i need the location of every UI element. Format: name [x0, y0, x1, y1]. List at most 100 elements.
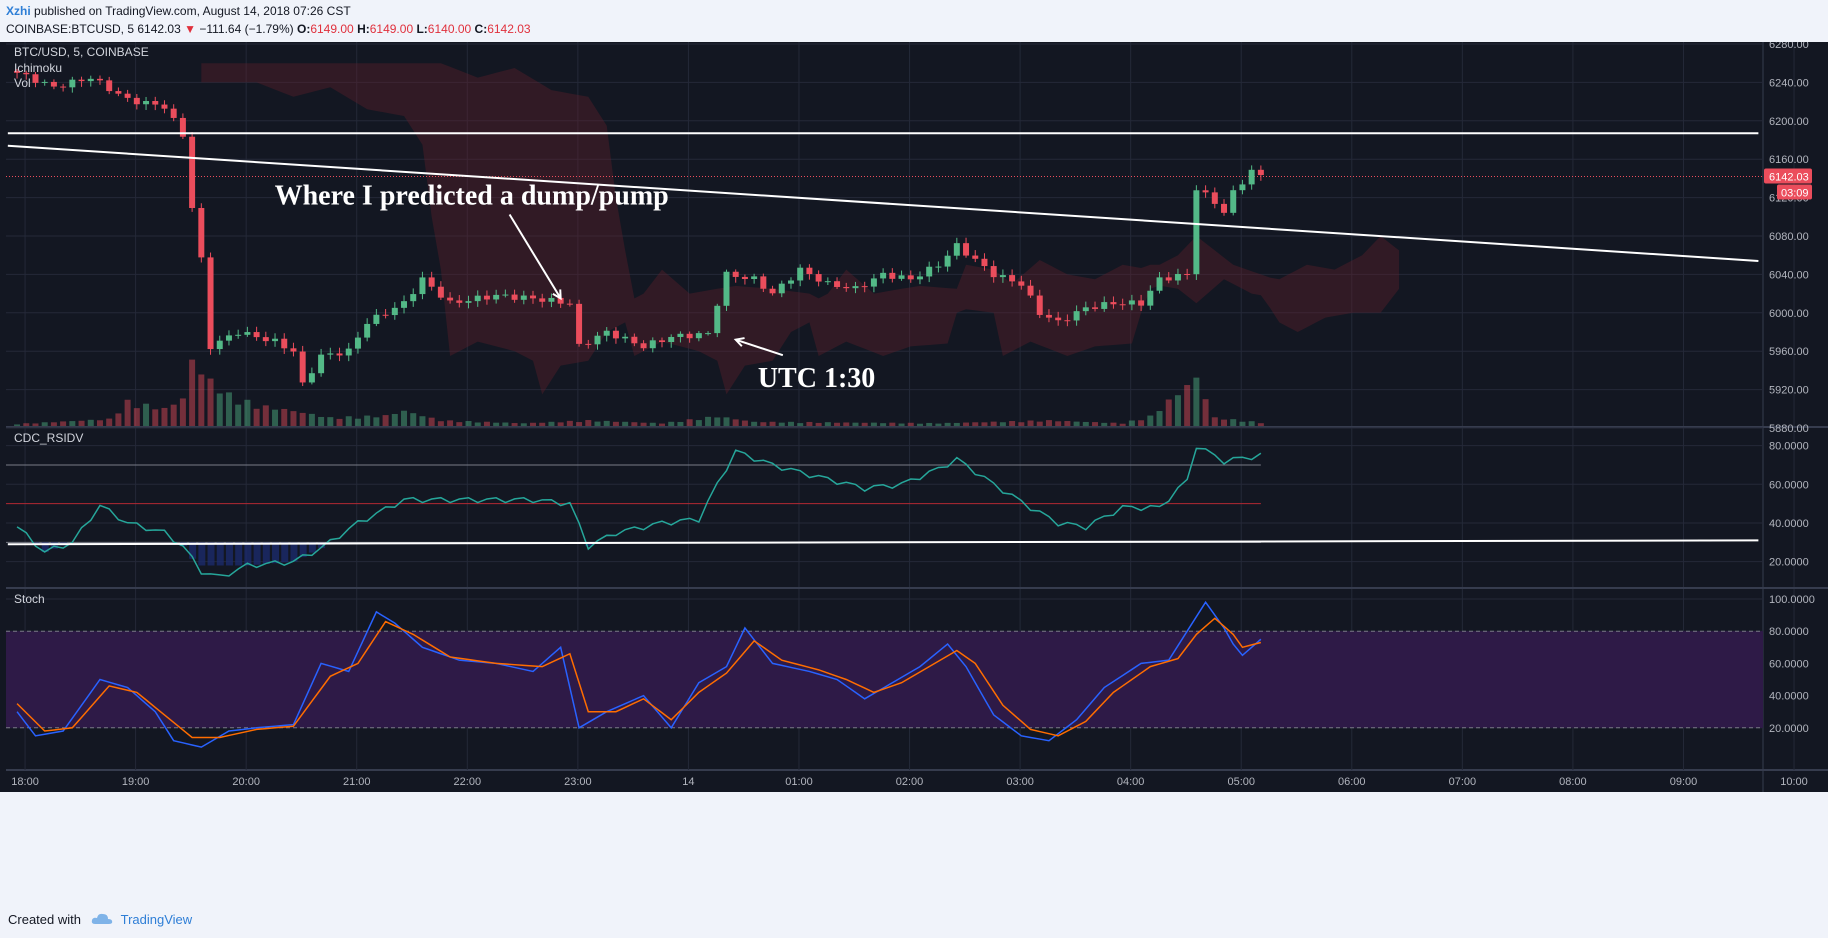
volume-bar — [327, 417, 334, 426]
candle-body — [668, 336, 675, 343]
candle-body — [999, 275, 1006, 278]
volume-bar — [308, 413, 315, 426]
volume-bar — [640, 422, 647, 426]
candle-body — [437, 286, 444, 298]
volume-bar — [907, 422, 914, 426]
volume-bar — [170, 404, 177, 426]
rsi-tick: 40.0000 — [1769, 518, 1809, 530]
volume-bar — [585, 420, 592, 426]
candle-body — [640, 343, 647, 349]
volume-bar — [152, 409, 159, 426]
candle-body — [179, 117, 186, 137]
candle-body — [1101, 302, 1108, 309]
time-tick: 04:00 — [1117, 776, 1145, 788]
volume-bar — [1009, 421, 1016, 426]
volume-bar — [124, 399, 131, 426]
volume-bar — [364, 415, 371, 426]
author-link[interactable]: Xzhi — [6, 4, 31, 18]
volume-bar — [769, 421, 776, 426]
published-text: published on TradingView.com, August 14,… — [34, 4, 351, 18]
volume-bar — [981, 422, 988, 426]
volume-bar — [999, 422, 1006, 426]
stoch-tick: 60.0000 — [1769, 658, 1809, 670]
volume-bar — [520, 423, 527, 426]
volume-bar — [530, 422, 537, 426]
volume-bar — [972, 422, 979, 426]
volume-bar — [133, 408, 140, 426]
volume-bar — [787, 421, 794, 426]
volume-bar — [594, 421, 601, 426]
volume-bar — [483, 421, 490, 426]
volume-bar — [963, 422, 970, 426]
candle-body — [1138, 300, 1145, 306]
volume-bar — [115, 413, 122, 426]
volume-bar — [834, 422, 841, 426]
volume-bar — [714, 417, 721, 426]
volume-bar — [299, 412, 306, 426]
volume-bar — [824, 422, 831, 426]
annotation-arrow-2 — [735, 338, 784, 357]
candle-body — [1156, 277, 1163, 291]
volume-bar — [1211, 417, 1218, 426]
annotation-arrow-1 — [508, 213, 562, 299]
candle-body — [889, 272, 896, 279]
volume-bar — [898, 423, 905, 426]
volume-bar — [1184, 385, 1191, 426]
symbol-label: COINBASE:BTCUSD, 5 — [6, 22, 135, 36]
candle-body — [299, 351, 306, 383]
volume-bar — [880, 423, 887, 426]
candle-body — [1211, 192, 1218, 204]
candle-body — [677, 333, 684, 337]
candle-body — [23, 72, 30, 75]
candle-body — [769, 288, 776, 294]
candle-body — [990, 266, 997, 278]
volume-bar — [1064, 421, 1071, 426]
rsi-pane — [6, 428, 1763, 587]
price-tick: 5960.00 — [1769, 346, 1809, 358]
candle-body — [96, 78, 103, 81]
time-tick: 01:00 — [785, 776, 813, 788]
time-tick: 08:00 — [1559, 776, 1587, 788]
volume-bar — [410, 413, 417, 426]
candle-body — [1082, 307, 1089, 312]
volume-bar — [659, 423, 665, 426]
candle-body — [1193, 190, 1200, 275]
volume-bar — [502, 422, 509, 426]
tradingview-link[interactable]: TradingView — [120, 912, 193, 927]
candle-body — [345, 348, 352, 356]
stoch-pane-title: Stoch — [14, 592, 45, 606]
volume-bar — [612, 421, 619, 426]
candle-body — [686, 333, 693, 339]
candle-body — [622, 336, 629, 339]
candle-body — [106, 80, 113, 92]
volume-bar — [143, 403, 150, 426]
volume-bar — [1073, 421, 1080, 426]
volume-bar — [760, 422, 767, 426]
annotation-utc: UTC 1:30 — [758, 363, 875, 394]
volume-bar — [1082, 421, 1089, 426]
candle-body — [41, 81, 48, 83]
volume-bar — [705, 416, 712, 426]
volume-bar — [1147, 415, 1154, 426]
rsi-tick: 60.0000 — [1769, 479, 1809, 491]
time-tick: 14 — [682, 776, 694, 788]
candle-body — [364, 323, 371, 338]
volume-bar — [603, 420, 610, 426]
candle-body — [493, 294, 500, 300]
volume-bar — [631, 422, 638, 426]
volume-bar — [447, 420, 454, 426]
candle-body — [189, 136, 196, 209]
volume-bar — [990, 421, 997, 426]
stoch-d-line — [16, 617, 1262, 739]
time-tick: 07:00 — [1449, 776, 1477, 788]
candle-body — [530, 295, 537, 299]
candle-body — [244, 332, 251, 335]
chart-area[interactable]: 6280.006240.006200.006160.006120.006080.… — [0, 42, 1828, 910]
time-tick: 05:00 — [1227, 776, 1255, 788]
open-value: 6149.00 — [310, 22, 354, 36]
candle-body — [410, 294, 417, 302]
volume-bar — [557, 422, 564, 426]
candle-body — [741, 276, 748, 280]
tradingview-cloud-icon — [91, 912, 113, 929]
candle-body — [1128, 300, 1135, 305]
